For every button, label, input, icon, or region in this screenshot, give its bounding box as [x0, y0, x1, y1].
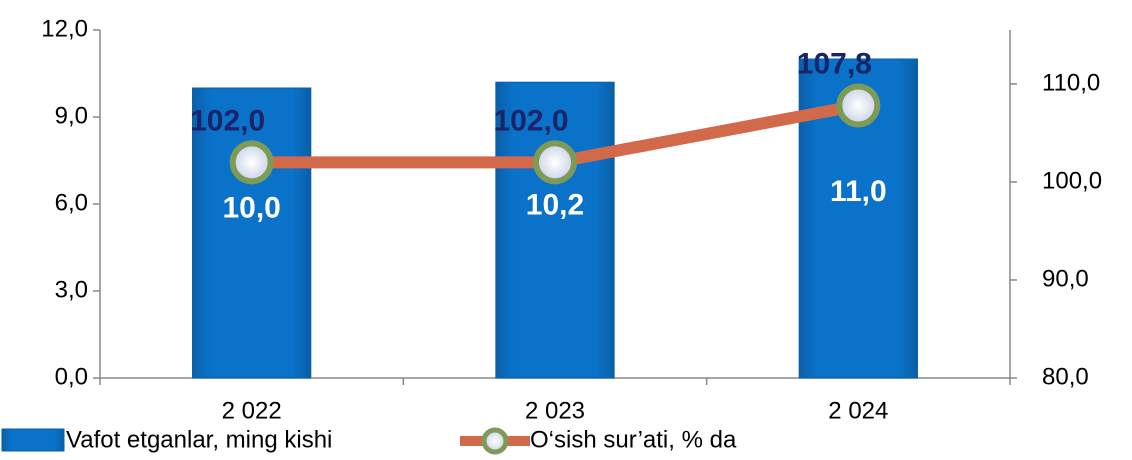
bar: [192, 87, 312, 379]
y-tick-label: 0,0: [55, 363, 88, 390]
y2-tick-label: 110,0: [1042, 69, 1100, 96]
line-value-label: 107,8: [797, 47, 872, 80]
y2-tick-label: 80,0: [1042, 363, 1089, 390]
line-marker: [229, 140, 274, 185]
y-tick-label: 9,0: [55, 102, 88, 129]
bar-value-label: 10,0: [222, 192, 280, 225]
y-tick-label: 6,0: [55, 189, 88, 216]
legend-label: Vafot etganlar, ming kishi: [66, 426, 332, 453]
bar-value-label: 10,2: [526, 188, 584, 221]
x-tick-label: 2 023: [525, 397, 585, 424]
bar: [495, 81, 615, 379]
y-tick-label: 3,0: [55, 276, 88, 303]
y-tick-label: 12,0: [41, 15, 88, 42]
y2-tick-label: 90,0: [1042, 265, 1089, 292]
line-value-label: 102,0: [493, 104, 568, 137]
x-tick-label: 2 024: [828, 397, 888, 424]
bar-value-label: 11,0: [830, 175, 887, 208]
line-value-label: 102,0: [190, 104, 265, 137]
line-marker: [533, 140, 577, 185]
legend-marker: [481, 427, 509, 455]
x-tick-label: 2 022: [222, 397, 282, 424]
line-marker: [836, 83, 881, 128]
legend-swatch: [1, 428, 65, 452]
y2-tick-label: 100,0: [1042, 167, 1102, 194]
legend-label: O‘sish sur’ati, % da: [530, 426, 737, 453]
